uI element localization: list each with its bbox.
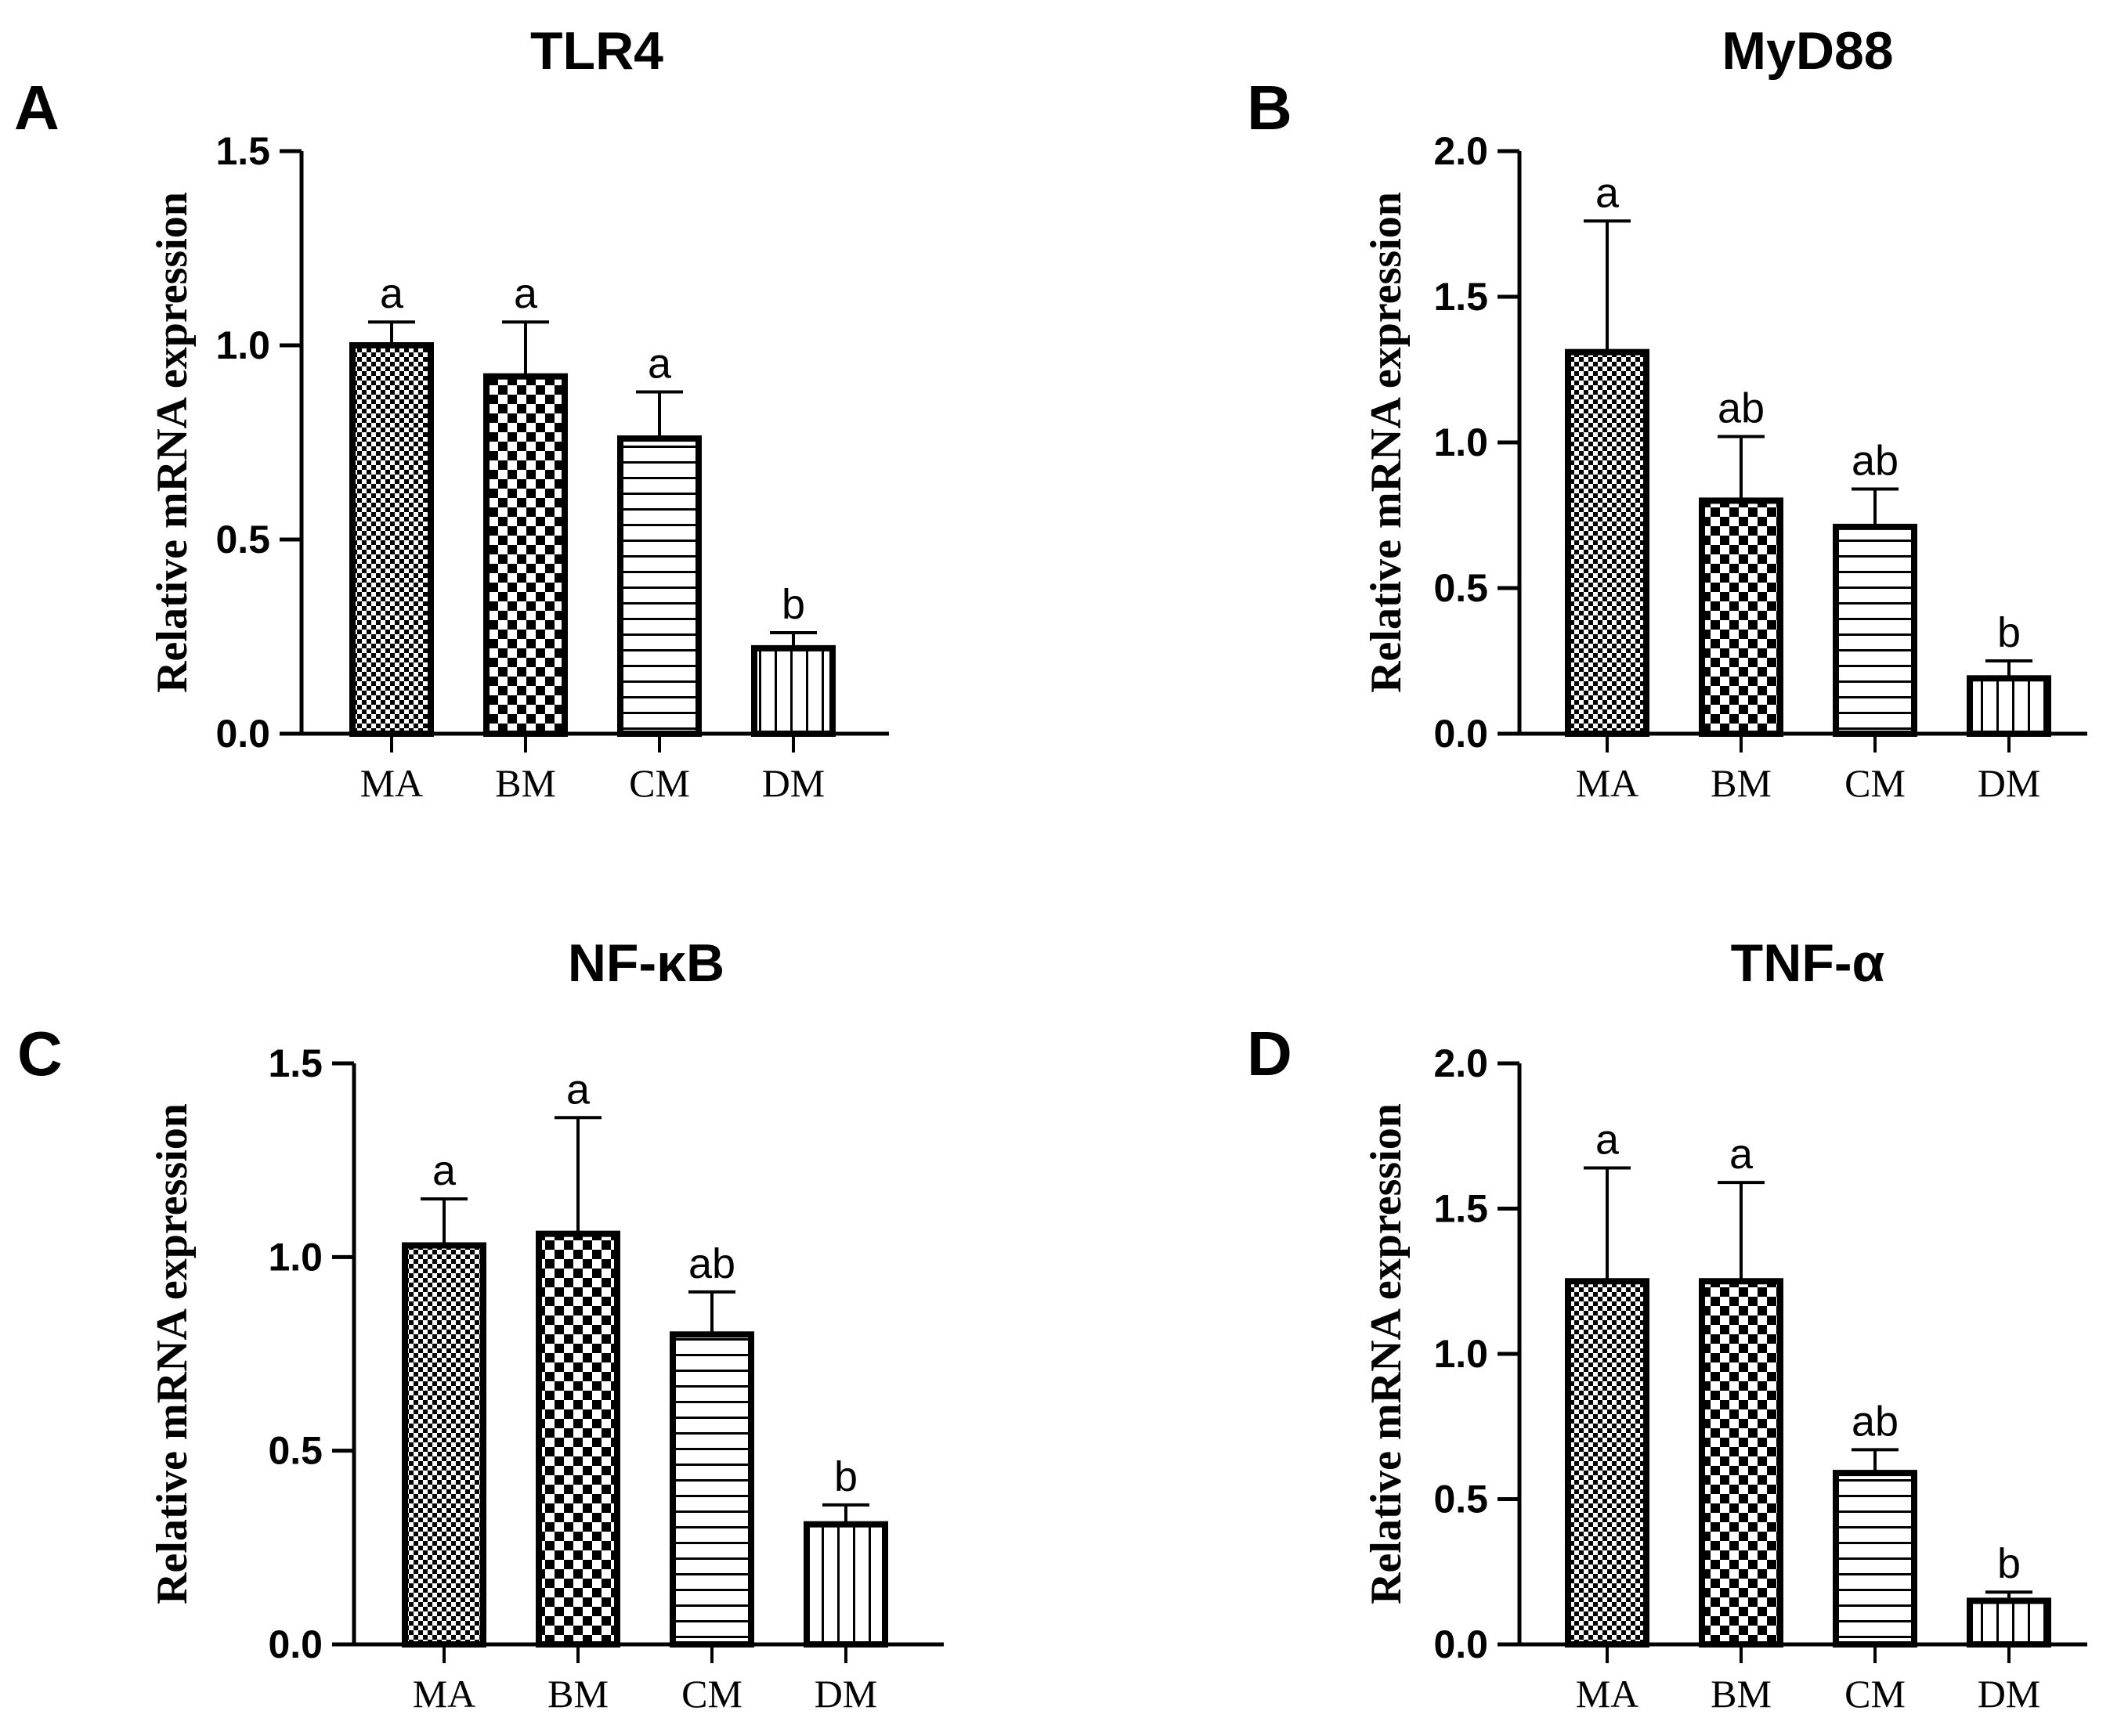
- bar-bm: [483, 373, 568, 737]
- significance-label: a: [1595, 169, 1620, 216]
- bar-dm: [751, 644, 836, 738]
- chart-title: NF-κB: [568, 933, 724, 993]
- significance-label: a: [514, 270, 538, 317]
- x-tick-label: DM: [1978, 1672, 2041, 1716]
- y-tick-label: 1.0: [1433, 420, 1488, 464]
- bar-cm: [1833, 1470, 1917, 1648]
- x-tick-label: DM: [762, 761, 826, 805]
- significance-label: b: [782, 581, 805, 628]
- y-tick-label: 1.0: [268, 1235, 323, 1279]
- significance-label: a: [380, 270, 404, 317]
- y-tick-label: 1.0: [1433, 1332, 1488, 1376]
- x-tick-label: CM: [681, 1672, 742, 1716]
- significance-label: a: [1595, 1117, 1620, 1164]
- y-tick-label: 0.5: [1433, 1478, 1488, 1521]
- y-axis-label: Relative mRNA expression: [1362, 192, 1411, 693]
- y-axis-label: Relative mRNA expression: [148, 192, 197, 693]
- y-axis-label: Relative mRNA expression: [1362, 1103, 1411, 1604]
- bar-bm: [1699, 497, 1783, 738]
- significance-label: b: [1997, 1540, 2021, 1587]
- x-tick-label: MA: [413, 1672, 476, 1716]
- x-tick-label: BM: [495, 761, 556, 805]
- chart-panel-c: C NF-κB Relative mRNA expression 0.0 0.5 1.0 1…: [17, 933, 944, 1716]
- y-tick-label: 1.5: [1433, 1187, 1488, 1231]
- bar-cm: [617, 435, 702, 737]
- significance-label: b: [1997, 609, 2021, 656]
- x-tick-label: BM: [547, 1672, 609, 1716]
- chart-title: TNF-α: [1731, 933, 1885, 993]
- significance-label: b: [834, 1453, 858, 1500]
- significance-label: ab: [1852, 1398, 1899, 1445]
- y-tick-label: 2.0: [1433, 1041, 1488, 1085]
- bar-ma: [1565, 348, 1649, 737]
- y-tick-label: 0.0: [215, 712, 270, 756]
- significance-label: ab: [688, 1240, 735, 1287]
- bar-cm: [1833, 523, 1917, 737]
- chart-title: TLR4: [530, 21, 663, 81]
- bar-cm: [670, 1331, 754, 1648]
- bar-ma: [349, 342, 434, 737]
- y-tick-label: 1.0: [215, 323, 270, 367]
- x-tick-label: BM: [1711, 761, 1772, 805]
- chart-panel-a: A TLR4 Relative mRNA expression 0.0 0.5 1.0 1.…: [14, 21, 889, 805]
- chart-panel-b: B MyD88 Relative mRNA expression 0.0 0.5 1.0 1…: [1247, 21, 2087, 805]
- y-tick-label: 1.5: [1433, 275, 1488, 319]
- x-tick-label: BM: [1711, 1672, 1772, 1716]
- significance-label: a: [1729, 1131, 1754, 1178]
- bar-dm: [1967, 675, 2051, 738]
- bar-dm: [804, 1521, 888, 1648]
- chart-title: MyD88: [1722, 21, 1893, 81]
- y-tick-label: 1.5: [268, 1041, 323, 1085]
- y-tick-label: 0.0: [268, 1622, 323, 1666]
- x-tick-label: CM: [1844, 761, 1906, 805]
- x-tick-label: CM: [629, 761, 690, 805]
- panel-letter: C: [17, 1019, 63, 1088]
- chart-panel-d: D TNF-α Relative mRNA expression 0.0 0.5 1.0 1…: [1247, 933, 2087, 1716]
- x-tick-label: MA: [360, 761, 424, 805]
- y-tick-label: 0.0: [1433, 1622, 1488, 1666]
- significance-label: a: [432, 1147, 457, 1194]
- bar-ma: [1565, 1278, 1649, 1648]
- y-tick-label: 0.5: [268, 1429, 323, 1473]
- significance-label: a: [648, 341, 672, 388]
- significance-label: ab: [1852, 438, 1899, 485]
- bar-bm: [1699, 1278, 1783, 1648]
- bar-ma: [402, 1242, 486, 1648]
- x-tick-label: MA: [1576, 761, 1639, 805]
- y-axis-label: Relative mRNA expression: [148, 1103, 197, 1604]
- y-tick-label: 2.0: [1433, 129, 1488, 173]
- significance-label: a: [566, 1066, 591, 1113]
- y-tick-label: 0.0: [1433, 712, 1488, 756]
- panel-letter: B: [1247, 73, 1292, 143]
- x-tick-label: MA: [1576, 1672, 1639, 1716]
- bar-bm: [536, 1230, 620, 1648]
- y-tick-label: 0.5: [215, 518, 270, 561]
- panel-letter: D: [1247, 1019, 1292, 1088]
- x-tick-label: DM: [1978, 761, 2041, 805]
- x-tick-label: DM: [815, 1672, 878, 1716]
- y-tick-label: 0.5: [1433, 566, 1488, 610]
- panel-letter: A: [14, 73, 60, 143]
- bar-dm: [1967, 1597, 2051, 1648]
- x-tick-label: CM: [1844, 1672, 1906, 1716]
- significance-label: ab: [1718, 385, 1765, 432]
- y-tick-label: 1.5: [215, 129, 270, 173]
